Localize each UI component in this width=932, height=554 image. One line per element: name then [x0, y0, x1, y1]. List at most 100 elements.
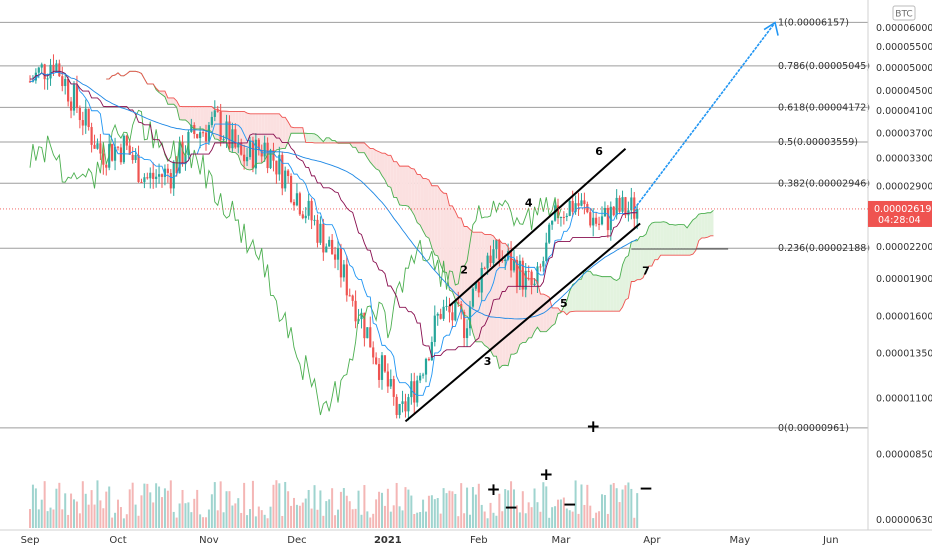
volume-bar: [143, 484, 145, 528]
volume-bar: [622, 490, 624, 528]
volume-bar: [548, 518, 550, 528]
candle: [135, 155, 137, 160]
volume-bar: [630, 489, 632, 528]
price-tick-9: 0.00001900: [876, 274, 932, 285]
volume-bar: [73, 499, 75, 528]
candle: [613, 207, 615, 215]
candle: [399, 404, 401, 415]
volume-bar: [278, 483, 280, 528]
candle: [152, 173, 154, 179]
volume-bar: [404, 487, 406, 528]
price-tick-10: 0.00001600: [876, 312, 932, 323]
volume-bar: [319, 490, 321, 528]
candle: [52, 65, 54, 71]
candle: [290, 176, 292, 202]
candle: [70, 101, 72, 110]
candle: [580, 200, 582, 205]
volume-bar: [349, 501, 351, 528]
volume-bar: [416, 513, 418, 528]
volume-bar: [164, 488, 166, 528]
volume-bar: [472, 487, 474, 528]
volume-bar: [287, 491, 289, 528]
volume-bar: [369, 518, 371, 528]
candle: [498, 240, 500, 260]
candle: [343, 264, 345, 277]
candle: [140, 182, 142, 183]
candle: [49, 65, 51, 79]
candle: [484, 268, 486, 269]
volume-bar: [343, 488, 345, 528]
volume-bar: [187, 502, 189, 528]
volume-bar: [52, 509, 54, 528]
candle: [126, 136, 128, 146]
candle: [55, 63, 57, 71]
volume-bar: [619, 502, 621, 528]
candle: [607, 208, 609, 230]
volume-bar: [583, 505, 585, 528]
volume-bar: [158, 487, 160, 528]
candle: [454, 302, 456, 320]
candle: [598, 224, 600, 225]
candle: [396, 397, 398, 415]
candle: [228, 122, 230, 149]
volume-bar: [396, 483, 398, 528]
volume-bar: [275, 480, 277, 528]
candle: [443, 307, 445, 319]
volume-bar: [393, 505, 395, 528]
candle: [155, 177, 157, 179]
candle: [384, 355, 386, 371]
volume-bar: [598, 511, 600, 528]
volume-bar: [539, 512, 541, 528]
volume-annotation-4: +: [586, 417, 600, 437]
volume-bar: [407, 490, 409, 528]
volume-bar: [155, 483, 157, 528]
wave-label-0: 2: [460, 263, 468, 276]
price-tick-12: 0.00001100: [876, 393, 932, 404]
volume-bar: [208, 510, 210, 528]
volume-bar: [419, 512, 421, 528]
volume-bar: [258, 507, 260, 528]
volume-bar: [76, 502, 78, 528]
wave-label-2: 4: [525, 196, 533, 209]
candle: [548, 225, 550, 243]
volume-bar: [114, 513, 116, 528]
candle: [217, 110, 219, 111]
candle: [199, 132, 201, 138]
volume-bar: [293, 498, 295, 528]
volume-bar: [528, 502, 530, 528]
candle: [531, 272, 533, 285]
volume-bar: [463, 513, 465, 528]
volume-bar: [226, 491, 228, 528]
volume-bar: [545, 486, 547, 528]
candle: [451, 312, 453, 320]
candle: [173, 162, 175, 189]
volume-annotation-0: +: [486, 480, 500, 500]
volume-bar: [252, 481, 254, 528]
candle: [472, 289, 474, 307]
volume-bar: [190, 512, 192, 528]
candle: [566, 216, 568, 217]
candle: [621, 197, 623, 212]
volume-bar: [94, 505, 96, 528]
candle: [604, 208, 606, 216]
candle: [223, 139, 225, 140]
volume-bar: [38, 509, 40, 528]
volume-bar: [422, 500, 424, 528]
projection-arrow[interactable]: [634, 23, 775, 209]
volume-bar: [146, 484, 148, 528]
candle: [325, 247, 327, 253]
volume-bar: [61, 509, 63, 528]
candle: [231, 129, 233, 148]
volume-bar: [589, 506, 591, 528]
volume-bar: [402, 510, 404, 528]
volume-bar: [325, 501, 327, 528]
volume-bar: [296, 505, 298, 528]
volume-bar: [466, 488, 468, 528]
candle: [372, 347, 374, 357]
candle: [319, 224, 321, 243]
price-tick-14: 0.00000630: [876, 515, 932, 526]
candle: [489, 256, 491, 263]
